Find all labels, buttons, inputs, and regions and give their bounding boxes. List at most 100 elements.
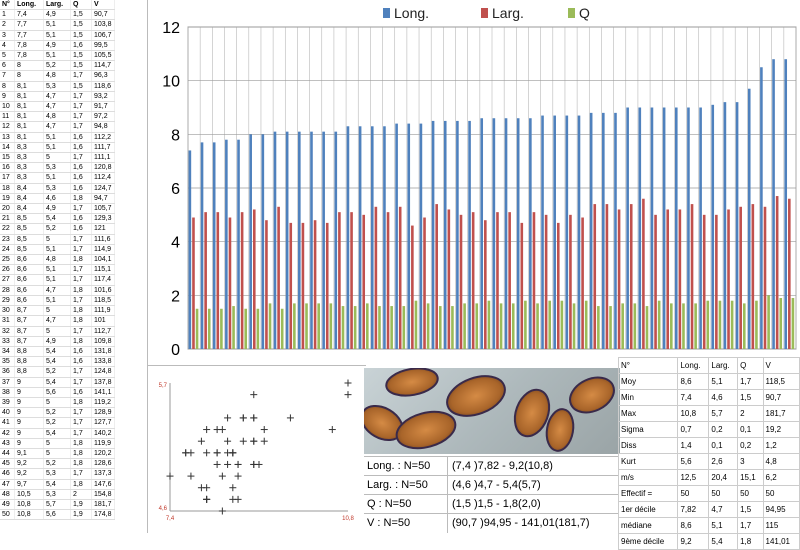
bar-long bbox=[735, 102, 739, 349]
table-cell: 8,7 bbox=[14, 315, 44, 327]
table-cell: 8,1 bbox=[14, 132, 44, 143]
scatter-point bbox=[286, 414, 294, 422]
table-cell: 120,2 bbox=[91, 448, 115, 460]
table-cell: 9,2 bbox=[14, 468, 44, 480]
table-row: 16 8,3 5,3 1,6 120,8 bbox=[0, 162, 115, 174]
stats-body: Moy 8,6 5,1 1,7 118,5 Min 7,4 4,6 1,5 90,7 Max 10,8… bbox=[617, 373, 800, 550]
scatter-point bbox=[197, 437, 205, 445]
table-cell: 5,4 bbox=[43, 213, 71, 225]
table-row: 5 7,8 5,1 1,5 105,5 bbox=[0, 50, 115, 62]
table-cell: 114,7 bbox=[91, 60, 115, 72]
table-cell: 105,5 bbox=[91, 50, 115, 62]
spore-photo-drawing bbox=[364, 368, 615, 452]
stats-cell: Sigma bbox=[617, 421, 679, 438]
table-cell: 26 bbox=[0, 264, 15, 276]
table-cell: 5,6 bbox=[43, 509, 71, 521]
y-tick-label: 0 bbox=[171, 342, 180, 359]
table-cell: 5,6 bbox=[43, 387, 71, 398]
table-cell: 174,8 bbox=[91, 509, 115, 521]
y-tick-label: 8 bbox=[171, 127, 180, 144]
bar-q bbox=[645, 306, 649, 349]
table-cell: 5 bbox=[0, 50, 15, 62]
scatter-point bbox=[234, 460, 242, 468]
bar-q bbox=[220, 308, 223, 349]
scatter-x-max-label: 10,8 bbox=[342, 516, 354, 522]
scatter-point bbox=[229, 484, 237, 492]
table-cell: 128,6 bbox=[91, 458, 115, 470]
table-cell: 1,5 bbox=[70, 81, 92, 92]
table-cell: 9,7 bbox=[14, 479, 44, 490]
bar-larg bbox=[313, 220, 317, 349]
table-cell: 16 bbox=[0, 162, 15, 174]
bar-long bbox=[273, 131, 277, 349]
table-cell: 5 bbox=[43, 152, 71, 164]
stats-row: Kurt 5,6 2,6 3 4,8 bbox=[617, 453, 800, 470]
bar-larg bbox=[265, 220, 268, 349]
bar-long bbox=[553, 115, 556, 349]
table-cell: 1,6 bbox=[70, 162, 92, 174]
stats-row: 9ème décile 9,2 5,4 1,8 141,01 bbox=[617, 533, 800, 550]
table-row: 32 8,7 5 1,7 112,7 bbox=[0, 326, 115, 337]
scatter-point bbox=[224, 460, 232, 468]
statistics-table: N° Long. Larg. Q V Moy 8,6 5,1 1,7 118,5 Min 7,4 4,… bbox=[617, 357, 800, 550]
bar-long bbox=[662, 107, 666, 349]
scatter-point bbox=[234, 495, 242, 503]
stats-row: 1er décile 7,82 4,7 1,5 94,95 bbox=[617, 501, 800, 518]
table-cell: 91,7 bbox=[91, 101, 115, 113]
table-cell: 9 bbox=[14, 387, 44, 398]
bar-q bbox=[207, 308, 211, 349]
bar-larg bbox=[435, 204, 438, 349]
table-cell: 112,4 bbox=[91, 172, 115, 184]
table-cell: 9 bbox=[14, 438, 44, 449]
column-header: Q bbox=[70, 0, 92, 11]
stats-cell: médiane bbox=[617, 517, 679, 534]
bar-q bbox=[548, 300, 552, 349]
scatter-point bbox=[255, 460, 263, 468]
table-cell: 1,7 bbox=[70, 407, 92, 419]
table-cell: 7 bbox=[0, 70, 15, 82]
table-cell: 8,7 bbox=[14, 336, 44, 347]
bar-q bbox=[414, 300, 418, 349]
legend-label: Long. bbox=[394, 5, 429, 21]
table-cell: 97,2 bbox=[91, 111, 115, 123]
bar-long bbox=[419, 123, 423, 349]
bar-q bbox=[378, 306, 381, 349]
stats-cell: 12,5 bbox=[677, 469, 710, 486]
table-cell: 93,2 bbox=[91, 91, 115, 103]
table-cell: 8,7 bbox=[14, 305, 44, 317]
stats-cell: 141,01 bbox=[762, 533, 800, 550]
table-cell: 8,5 bbox=[14, 244, 44, 256]
bar-larg bbox=[216, 212, 220, 349]
stats-cell: 1er décile bbox=[617, 501, 679, 518]
bar-long bbox=[431, 120, 435, 350]
column-header: V bbox=[91, 0, 115, 11]
table-cell: 1,7 bbox=[70, 264, 92, 276]
bar-q bbox=[657, 300, 661, 349]
table-cell: 43 bbox=[0, 438, 15, 449]
table-cell: 8,8 bbox=[14, 366, 44, 378]
table-cell: 1,7 bbox=[70, 295, 92, 307]
table-cell: 127,7 bbox=[91, 417, 115, 429]
table-cell: 39 bbox=[0, 397, 15, 409]
bar-long bbox=[699, 107, 702, 349]
stats-cell: 1,2 bbox=[762, 437, 800, 454]
table-cell: 111,1 bbox=[91, 152, 115, 164]
table-cell: 8,1 bbox=[14, 101, 44, 113]
bar-larg bbox=[277, 206, 280, 349]
table-row: 34 8,8 5,4 1,6 131,8 bbox=[0, 346, 115, 358]
bar-long bbox=[346, 126, 350, 350]
scatter-plot-panel: 5,7 4,6 7,4 10,8 bbox=[148, 365, 366, 533]
table-cell: 1,7 bbox=[70, 468, 92, 480]
bar-long bbox=[480, 118, 484, 349]
table-row: 29 8,6 5,1 1,7 118,5 bbox=[0, 295, 115, 307]
bar-q bbox=[706, 300, 710, 349]
table-cell: 9 bbox=[14, 377, 44, 388]
bar-q bbox=[682, 303, 685, 349]
stats-cell: Min bbox=[617, 389, 679, 406]
bar-q bbox=[718, 300, 722, 349]
table-cell: 4,9 bbox=[43, 9, 71, 21]
table-row: 12 8,1 4,7 1,7 94,8 bbox=[0, 121, 115, 133]
bar-q bbox=[390, 306, 393, 349]
bar-q bbox=[560, 300, 564, 349]
bar-q bbox=[195, 308, 199, 349]
